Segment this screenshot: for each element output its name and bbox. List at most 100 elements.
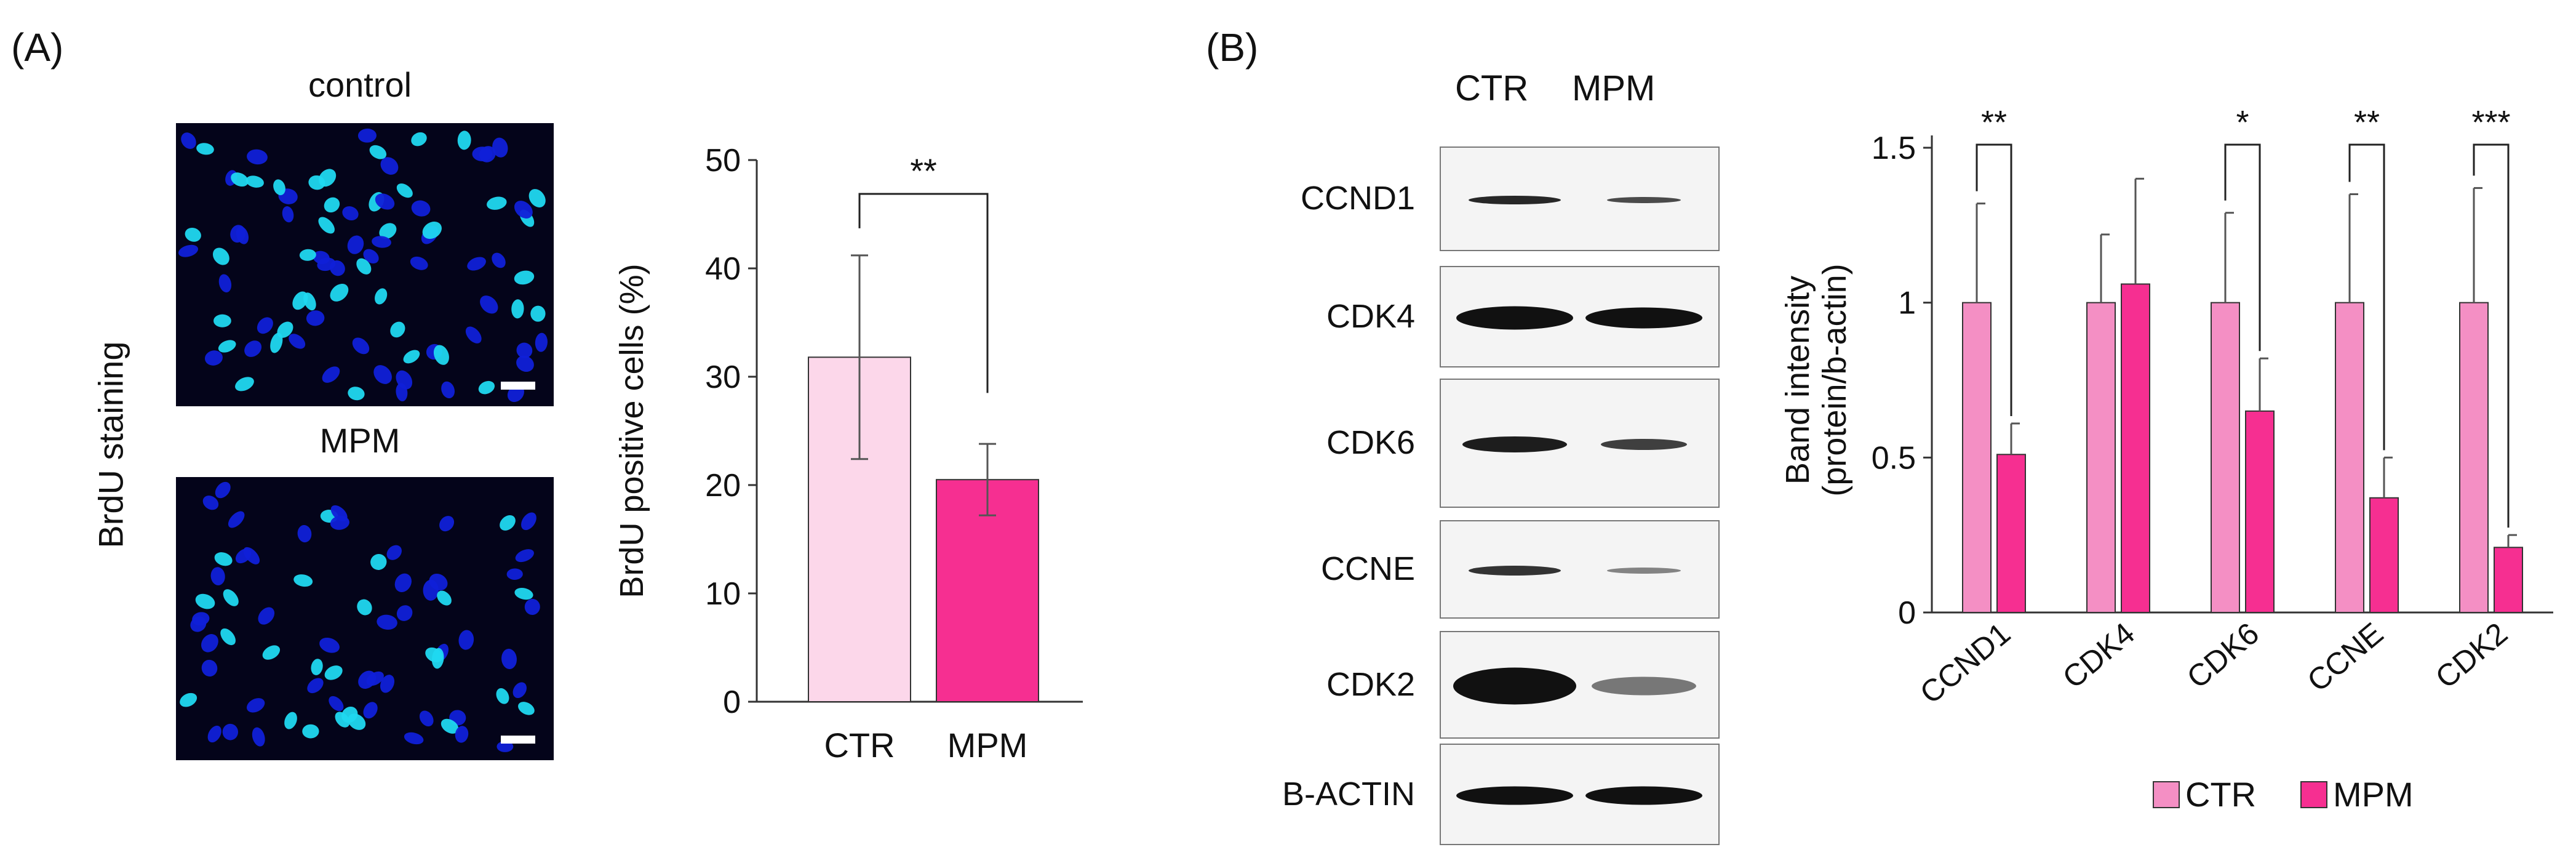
cell-nucleus [306,310,325,326]
blot-strip-cdk4 [1440,266,1720,367]
cell-nucleus [235,377,254,391]
band-intensity-chart: 0 0.5 1 1.5 Band intensity (protein/b-actin) C… [1779,104,2553,814]
blot-bands [1469,196,1681,204]
cell-nucleus [369,145,387,159]
mpm-image-title: MPM [319,421,401,460]
cell-nucleus [223,589,239,606]
mpm-micrograph [176,477,554,760]
cell-nucleus [235,548,252,564]
cell-nucleus [195,593,215,609]
blot-bands [1462,436,1687,452]
cell-nucleus [329,696,344,712]
cell-nucleus [511,299,524,319]
y-tick-label: 0 [1898,595,1916,631]
cell-nucleus [284,712,297,729]
cell-nucleus [311,659,323,675]
cell-nucleus [330,516,349,530]
control-nuclei [178,128,548,403]
cell-nucleus [347,235,364,254]
significance-label: ** [1981,104,2007,141]
cell-nucleus [231,172,249,187]
cell-nucleus [530,305,546,322]
cell-nucleus [419,710,434,727]
cell-nucleus [465,326,482,343]
y-tick-label: 0.5 [1872,440,1916,476]
bar-ctr-cdk6 [2211,302,2240,613]
cell-nucleus [270,332,283,353]
cell-nucleus [411,132,427,147]
cell-nucleus [403,350,420,364]
blot-bands [1469,566,1681,576]
ctr-band [1462,436,1567,452]
mpm-band [1592,676,1696,696]
cell-nucleus [322,366,340,383]
x-tick-label: CDK4 [2056,616,2141,696]
blot-strip-ccne [1440,520,1720,619]
cell-nucleus [196,143,214,155]
cell-nucleus [201,634,218,652]
cell-nucleus [377,614,397,630]
panel-a-label: (A) [11,25,64,70]
blot-header-mpm: MPM [1572,68,1656,108]
y-tick-label: 20 [705,468,741,504]
y-tick-label: 1 [1898,286,1916,321]
cell-nucleus [478,380,495,395]
cell-nucleus [492,252,506,268]
cell-nucleus [363,249,379,264]
cell-nucleus [439,516,455,532]
cell-nucleus [358,670,377,689]
cell-nucleus [297,524,312,543]
ctr-band [1456,306,1573,330]
cell-nucleus [437,590,452,606]
cell-nucleus [302,724,319,739]
scale-bar [501,382,535,390]
cell-nucleus [496,741,514,752]
cell-nucleus [363,702,378,719]
ctr-band [1453,667,1576,705]
cell-nucleus [396,370,413,390]
x-tick-label: CTR [824,726,895,765]
ctr-band [1469,196,1561,204]
bar-mpm-ccnd1 [1996,454,2026,613]
cell-nucleus [521,512,536,531]
mpm-band [1585,786,1702,805]
cell-nucleus [324,665,343,680]
cell-nucleus [303,292,316,311]
cell-nucleus [262,645,281,660]
bar-mpm-cdk4 [2121,283,2150,613]
cell-nucleus [380,157,399,175]
y-tick-label: 0 [723,684,741,720]
cell-nucleus [220,628,236,646]
x-tick-label: CDK6 [2180,616,2265,696]
blot-strip-cdk6 [1440,379,1720,508]
significance-bracket [1976,143,2012,416]
bar-mpm-cdk6 [2245,410,2275,613]
significance-label: ** [2354,104,2380,141]
mpm-nuclei [180,481,540,752]
cell-nucleus [356,258,372,275]
significance-bracket [2224,143,2261,351]
mpm-band [1601,439,1687,450]
significance-bracket [858,193,989,393]
cell-nucleus [496,688,509,704]
blot-header-ctr: CTR [1455,68,1529,108]
cell-nucleus [244,340,262,357]
cell-nucleus [458,630,474,650]
mpm-band [1607,568,1681,574]
cell-nucleus [500,515,516,531]
cell-nucleus [352,337,370,355]
x-tick-label: CDK2 [2429,616,2514,696]
cell-nucleus [528,189,546,207]
legend-swatch-mpm [2300,781,2327,808]
control-image-title: control [308,65,412,104]
cell-nucleus [441,381,455,399]
cell-nucleus [410,256,428,270]
x-tick-label: MPM [947,726,1028,765]
cell-nucleus [201,659,218,677]
cell-nucleus [441,718,459,734]
cell-nucleus [516,355,534,372]
cell-nucleus [257,317,273,334]
cell-nucleus [213,314,231,327]
cell-nucleus [330,283,349,302]
